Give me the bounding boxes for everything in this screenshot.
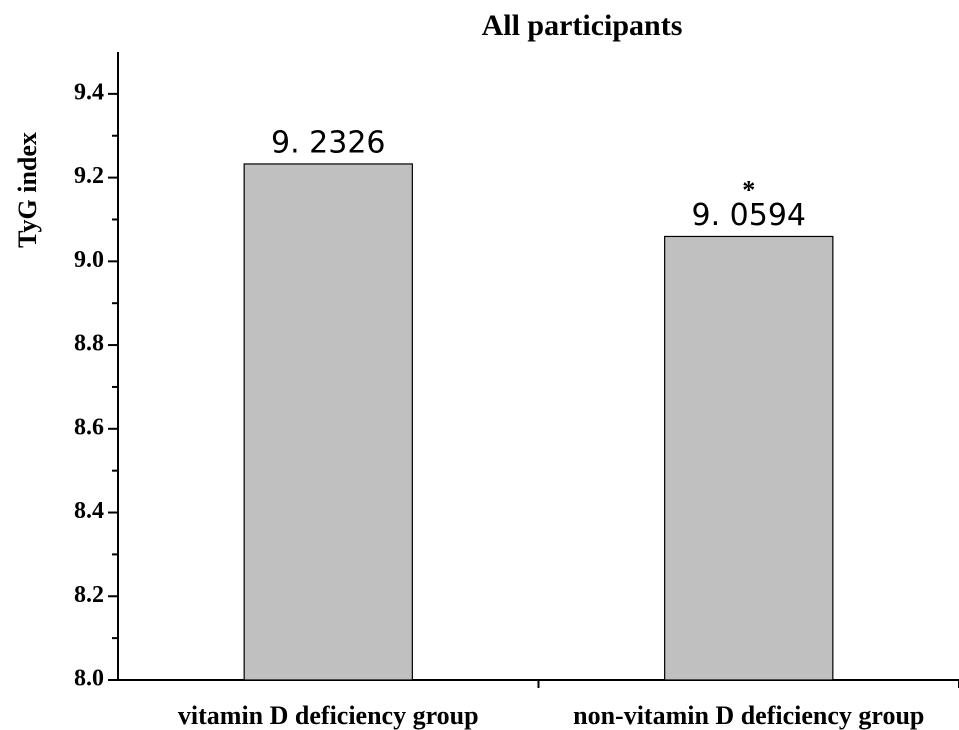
y-tick-label: 8.0 xyxy=(74,666,104,692)
y-tick-label: 8.6 xyxy=(74,414,104,440)
value-label: 9. 0594 xyxy=(691,198,806,233)
chart-title: All participants xyxy=(482,9,683,42)
y-axis-label: TyG index xyxy=(13,132,42,248)
y-tick-label: 8.2 xyxy=(74,582,104,608)
y-tick-label: 8.4 xyxy=(74,498,104,524)
value-label: 9. 2326 xyxy=(271,125,386,160)
x-tick-label: non-vitamin D deficiency group xyxy=(573,701,924,730)
significance-mark: * xyxy=(742,175,755,204)
bar xyxy=(243,163,413,681)
bar xyxy=(664,235,834,681)
x-tick-label: vitamin D deficiency group xyxy=(178,701,479,730)
y-tick-label: 9.2 xyxy=(74,163,104,189)
y-tick-label: 8.8 xyxy=(74,331,104,357)
y-tick-label: 9.0 xyxy=(74,247,104,273)
y-tick-label: 9.4 xyxy=(74,79,104,105)
